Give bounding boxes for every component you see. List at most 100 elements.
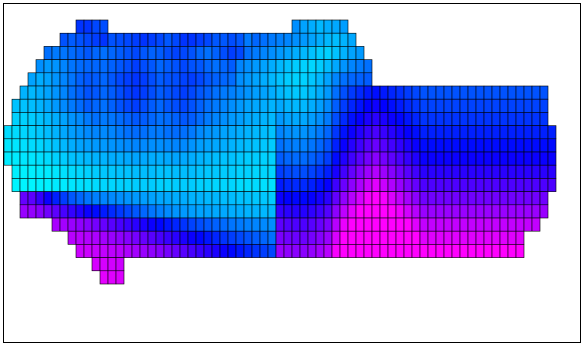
right-lower-cell-r6-c45 bbox=[363, 164, 373, 179]
main-cell-r11-c31 bbox=[251, 164, 261, 179]
right-lower-cell-r6-c67 bbox=[539, 164, 549, 179]
main-cell-r12-c7 bbox=[59, 178, 69, 192]
main-cell-r7-c19 bbox=[155, 112, 165, 126]
main-cell-r3-c20 bbox=[163, 59, 173, 74]
main-cell-r5-c32 bbox=[259, 85, 269, 100]
main-cell-r7-c24 bbox=[195, 112, 205, 126]
main-cell-r4-c10 bbox=[83, 72, 93, 87]
main-cell-r4-c28 bbox=[227, 72, 237, 87]
main-cell-r13-c26 bbox=[211, 191, 221, 206]
main-cell-r12-c24 bbox=[195, 178, 205, 192]
main-cell-r3-c14 bbox=[115, 59, 125, 74]
main-cell-r3-c4 bbox=[35, 59, 45, 74]
main-cell-r8-c0 bbox=[3, 125, 13, 140]
right-lower-cell-r0-c40 bbox=[323, 85, 333, 100]
right-lower-cell-r3-c68 bbox=[547, 125, 557, 140]
right-lower-cell-r7-c46 bbox=[371, 178, 381, 192]
main-cell-r13-c12 bbox=[99, 191, 109, 206]
right-lower-cell-r8-c55 bbox=[443, 191, 453, 206]
main-cell-r7-c13 bbox=[107, 112, 117, 126]
right-lower-cell-r10-c62 bbox=[499, 217, 509, 232]
main-cell-r4-c8 bbox=[67, 72, 77, 87]
main-cell-r10-c14 bbox=[115, 151, 125, 166]
right-lower-cell-r8-c53 bbox=[427, 191, 437, 206]
main-cell-r9-c29 bbox=[235, 138, 245, 153]
main-cell-r14-c21 bbox=[171, 204, 181, 219]
main-cell-r14-c12 bbox=[99, 204, 109, 219]
right-lower-cell-r2-c64 bbox=[515, 112, 525, 126]
main-cell-r15-c33 bbox=[267, 217, 277, 232]
right-cell-r4-c30 bbox=[243, 72, 253, 87]
right-lower-cell-r7-c44 bbox=[355, 178, 365, 192]
right-lower-cell-r9-c65 bbox=[523, 204, 533, 219]
main-cell-r13-c6 bbox=[51, 191, 61, 206]
main-cell-r13-c8 bbox=[67, 191, 77, 206]
main-cell-r1-c14 bbox=[115, 32, 125, 47]
right-lower-cell-r3-c47 bbox=[379, 125, 389, 140]
right-lower-cell-r0-c56 bbox=[451, 85, 461, 100]
right-lower-cell-r7-c50 bbox=[403, 178, 413, 192]
right-lower-cell-r12-c58 bbox=[467, 244, 477, 258]
main-cell-r6-c31 bbox=[251, 98, 261, 113]
main-cell-r7-c5 bbox=[43, 112, 53, 126]
right-lower-cell-r8-c39 bbox=[315, 191, 325, 206]
right-lower-cell-r10-c60 bbox=[483, 217, 493, 232]
right-lower-cell-r1-c44 bbox=[355, 98, 365, 113]
right-lower-cell-r7-c48 bbox=[387, 178, 397, 192]
main-cell-r7-c27 bbox=[219, 112, 229, 126]
right-lower-cell-r3-c65 bbox=[523, 125, 533, 140]
main-cell-r13-c24 bbox=[195, 191, 205, 206]
right-lower-cell-r7-c65 bbox=[523, 178, 533, 192]
right-lower-cell-r5-c34 bbox=[275, 151, 285, 166]
main-cell-r5-c15 bbox=[123, 85, 133, 100]
right-lower-cell-r6-c52 bbox=[419, 164, 429, 179]
main-cell-r4-c13 bbox=[107, 72, 117, 87]
right-lower-cell-r1-c40 bbox=[323, 98, 333, 113]
right-cell-r2-c30 bbox=[243, 46, 253, 60]
right-cell-r0-c37 bbox=[299, 19, 309, 34]
right-lower-cell-r7-c47 bbox=[379, 178, 389, 192]
right-lower-cell-r0-c49 bbox=[395, 85, 405, 100]
right-lower-cell-r11-c63 bbox=[507, 230, 517, 245]
right-lower-cell-r7-c54 bbox=[435, 178, 445, 192]
main-cell-r3-c9 bbox=[75, 59, 85, 74]
right-lower-cell-r11-c47 bbox=[379, 230, 389, 245]
right-lower-cell-r4-c39 bbox=[315, 138, 325, 153]
right-lower-cell-r6-c37 bbox=[299, 164, 309, 179]
right-lower-cell-r4-c53 bbox=[427, 138, 437, 153]
right-cell-r0-c38 bbox=[307, 19, 317, 34]
main-cell-r13-c9 bbox=[75, 191, 85, 206]
main-cell-r3-c5 bbox=[43, 59, 53, 74]
right-cell-r2-c44 bbox=[355, 46, 365, 60]
right-lower-cell-r6-c51 bbox=[411, 164, 421, 179]
main-cell-r6-c27 bbox=[219, 98, 229, 113]
main-cell-r17-c15 bbox=[123, 244, 133, 258]
right-lower-cell-r5-c45 bbox=[363, 151, 373, 166]
right-lower-cell-r11-c59 bbox=[475, 230, 485, 245]
main-cell-r9-c11 bbox=[91, 138, 101, 153]
right-lower-cell-r9-c36 bbox=[291, 204, 301, 219]
right-lower-cell-r9-c59 bbox=[475, 204, 485, 219]
right-lower-cell-r10-c66 bbox=[531, 217, 541, 232]
right-cell-r1-c35 bbox=[283, 32, 293, 47]
main-cell-r11-c6 bbox=[51, 164, 61, 179]
right-lower-cell-r8-c62 bbox=[499, 191, 509, 206]
main-cell-r11-c23 bbox=[187, 164, 197, 179]
main-cell-r8-c11 bbox=[91, 125, 101, 140]
main-cell-r7-c2 bbox=[19, 112, 29, 126]
main-cell-r12-c18 bbox=[147, 178, 157, 192]
right-lower-cell-r8-c35 bbox=[283, 191, 293, 206]
main-cell-r15-c30 bbox=[243, 217, 253, 232]
main-cell-r16-c28 bbox=[227, 230, 237, 245]
right-lower-cell-r7-c67 bbox=[539, 178, 549, 192]
main-cell-r6-c17 bbox=[139, 98, 149, 113]
right-lower-cell-r1-c66 bbox=[531, 98, 541, 113]
right-lower-cell-r8-c54 bbox=[435, 191, 445, 206]
main-cell-r9-c15 bbox=[123, 138, 133, 153]
main-cell-r5-c21 bbox=[171, 85, 181, 100]
main-cell-r6-c22 bbox=[179, 98, 189, 113]
main-cell-r2-c22 bbox=[179, 46, 189, 60]
main-cell-r12-c28 bbox=[227, 178, 237, 192]
main-cell-r1-c30 bbox=[243, 32, 253, 47]
right-cell-r4-c37 bbox=[299, 72, 309, 87]
